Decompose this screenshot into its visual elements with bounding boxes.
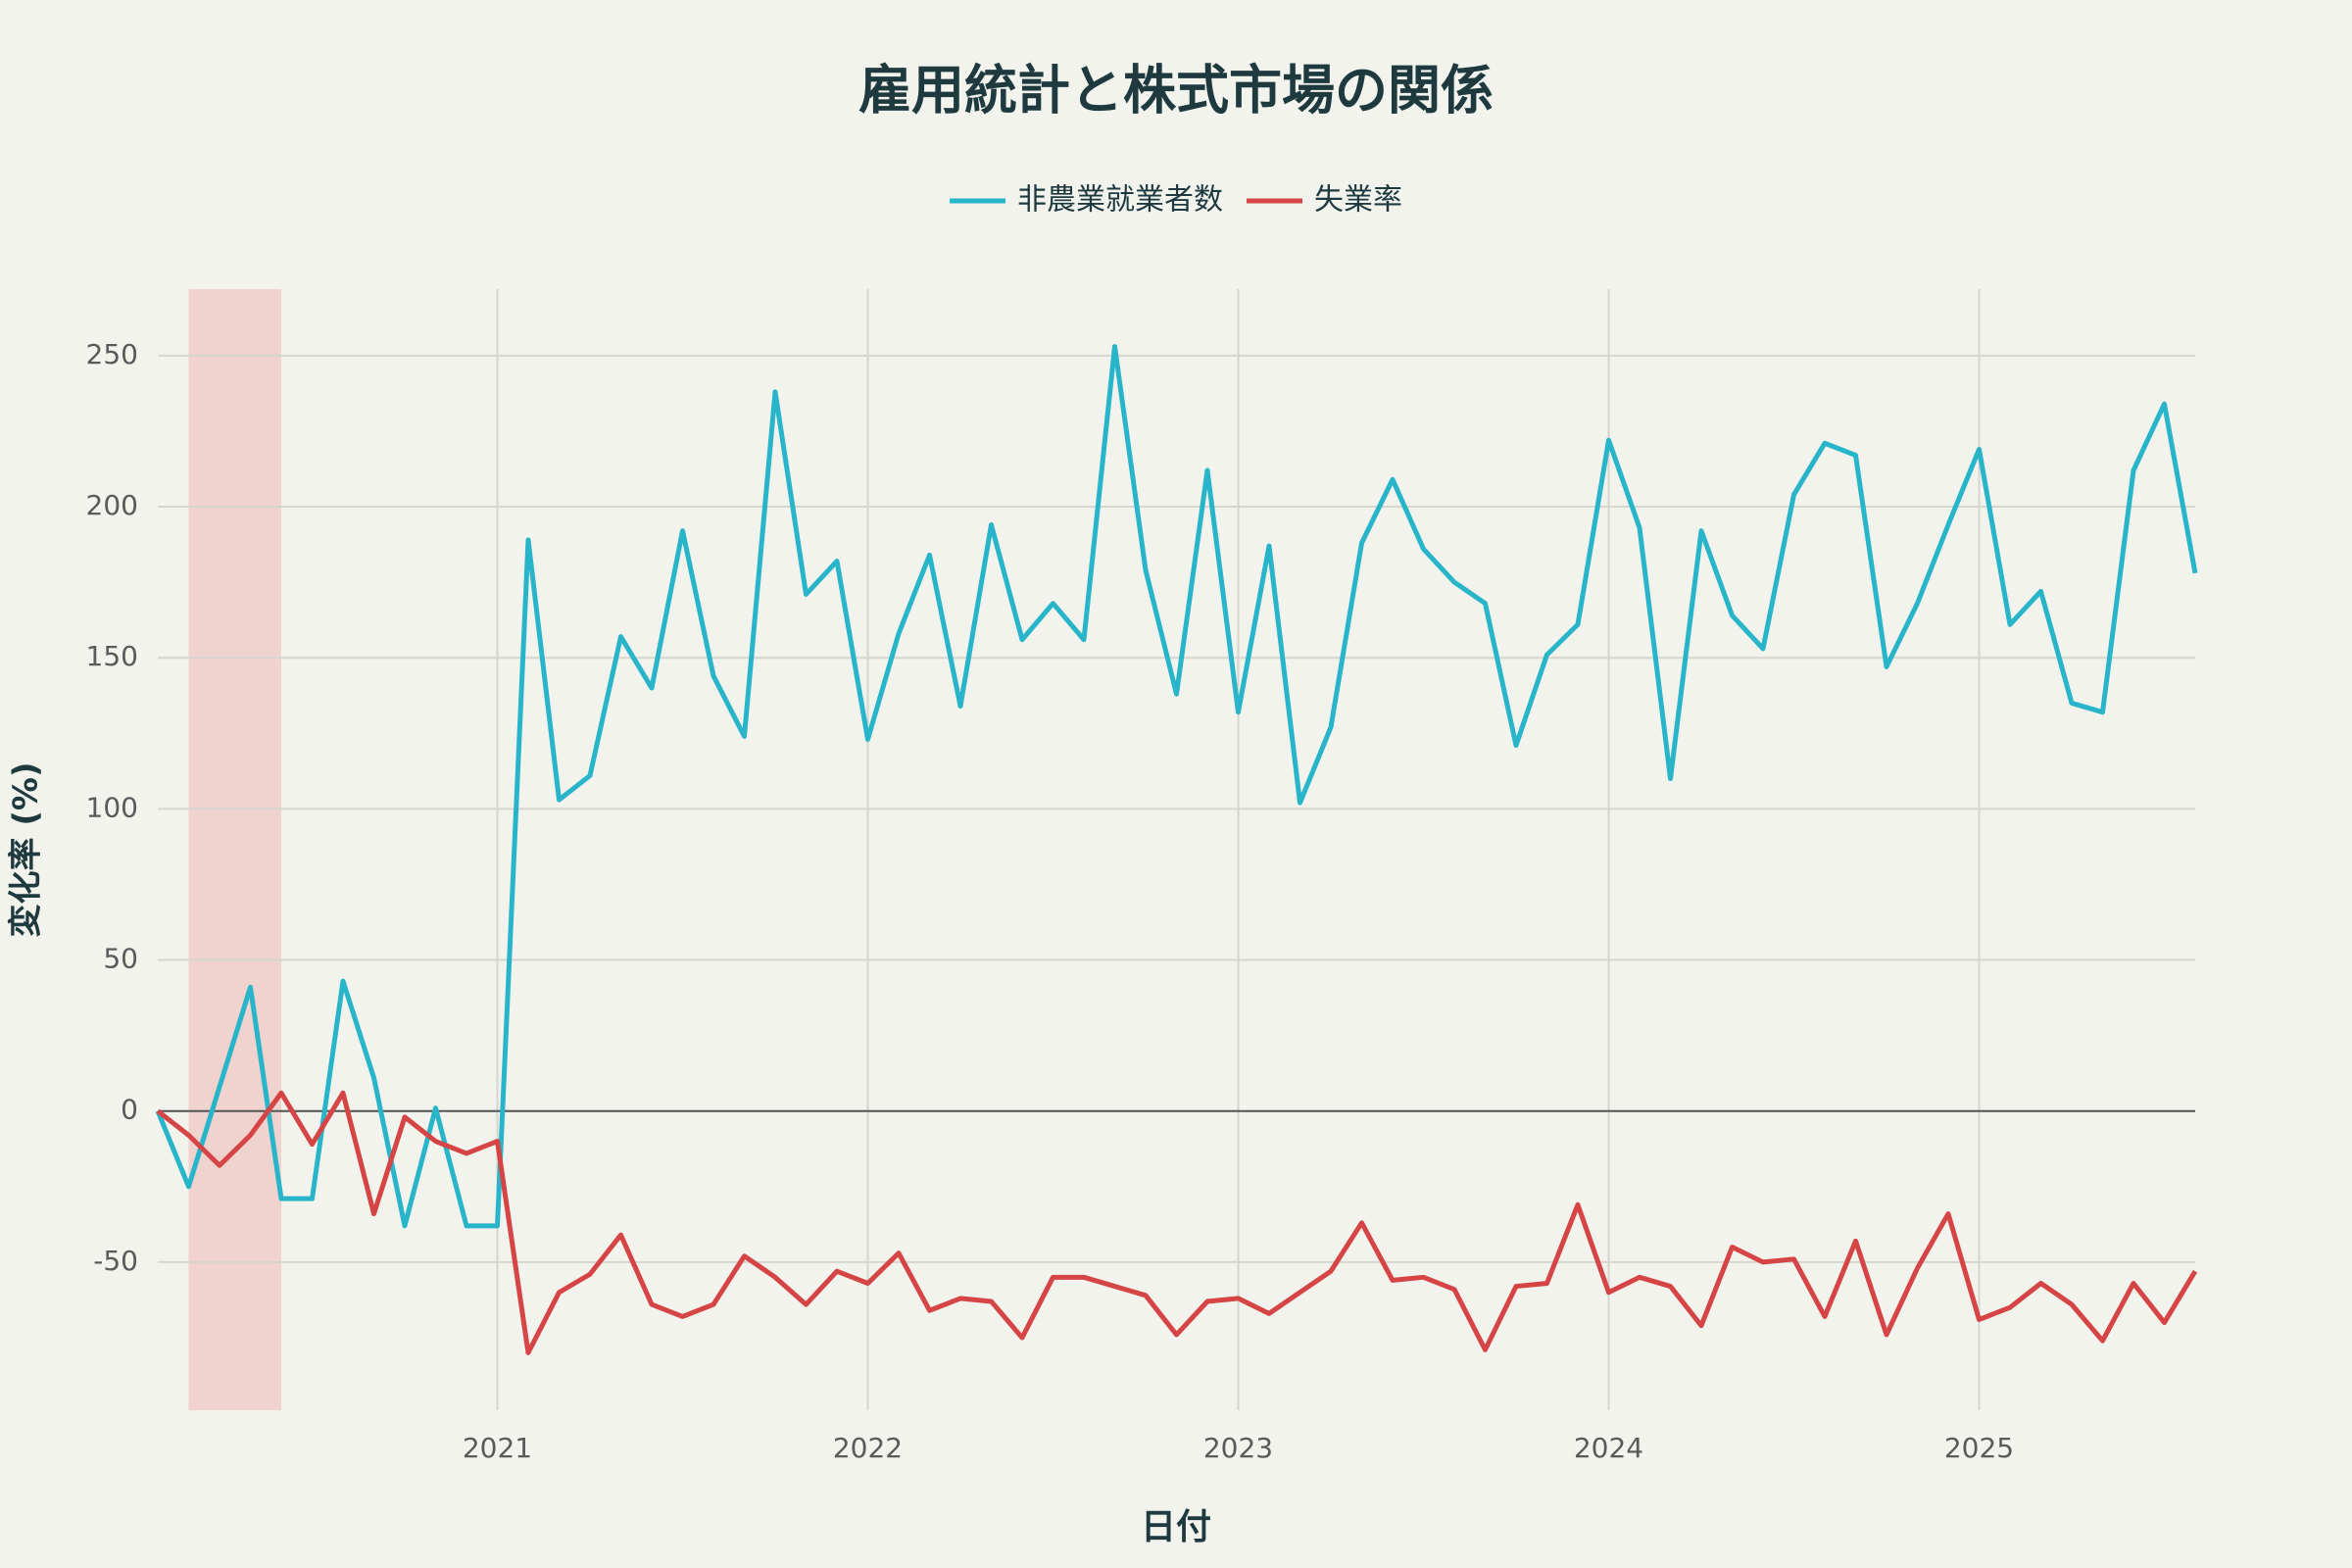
y-tick-label: 50 — [103, 943, 138, 975]
data-line — [156, 1090, 2198, 1355]
x-axis-label: 日付 — [1141, 1507, 1211, 1547]
y-tick-label: -50 — [93, 1245, 138, 1277]
x-tick-label: 2021 — [463, 1432, 532, 1464]
x-tick-label: 2023 — [1203, 1432, 1273, 1464]
y-tick-label: 250 — [86, 338, 138, 370]
y-axis-label: 変化率 (%) — [7, 762, 46, 938]
y-tick-label: 100 — [86, 791, 138, 823]
legend-label: 失業率 — [1314, 183, 1402, 218]
y-tick-label: 0 — [121, 1094, 138, 1126]
data-line — [155, 344, 2198, 1229]
legend-label: 非農業就業者数 — [1017, 183, 1223, 218]
shaded-region — [188, 289, 281, 1410]
chart-title: 雇用統計と株式市場の関係 — [858, 60, 1494, 122]
x-tick-label: 2024 — [1574, 1432, 1643, 1464]
x-tick-label: 2022 — [833, 1432, 903, 1464]
y-tick-label: 200 — [86, 489, 138, 521]
y-tick-label: 150 — [86, 640, 138, 672]
x-tick-label: 2025 — [1944, 1432, 2014, 1464]
